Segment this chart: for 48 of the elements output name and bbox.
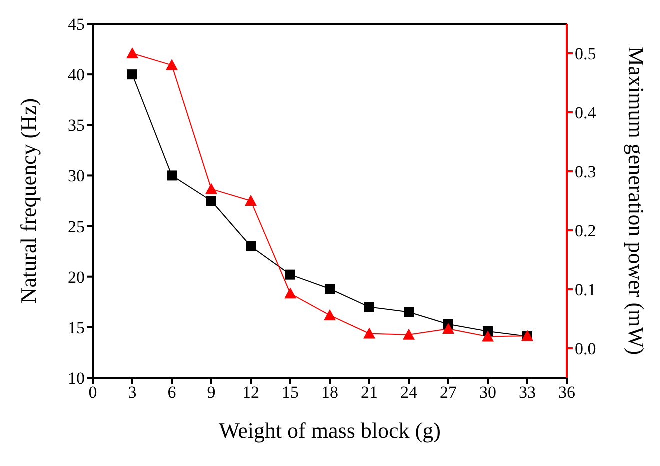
point <box>364 302 374 312</box>
x-tick-label: 3 <box>128 383 137 402</box>
point <box>166 59 178 70</box>
point <box>284 288 296 299</box>
point <box>286 270 296 280</box>
y-tick-label: 40 <box>68 66 85 85</box>
y-axis-title: Natural frequency (Hz) <box>16 98 41 304</box>
x-tick-label: 12 <box>242 383 260 402</box>
x-tick-label: 27 <box>440 383 458 402</box>
y2-tick-label: 0.3 <box>575 162 596 182</box>
point <box>324 309 336 320</box>
point <box>403 328 415 340</box>
x-tick-label: 36 <box>558 383 576 402</box>
y-tick-label: 45 <box>68 15 85 34</box>
y2-tick-label: 0.0 <box>575 340 596 359</box>
point <box>126 48 138 58</box>
y2-tick-label: 0.4 <box>575 104 597 123</box>
point <box>167 170 177 181</box>
y2-tick-label: 0.2 <box>575 222 596 241</box>
y2-axis-title: Maximum generation power (mW) <box>624 46 650 356</box>
x-tick-label: 24 <box>400 383 418 402</box>
point <box>364 328 376 339</box>
point <box>246 242 256 252</box>
x-tick-label: 0 <box>88 383 98 402</box>
point <box>442 323 454 334</box>
x-axis-title: Weight of mass block (g) <box>219 418 441 443</box>
x-tick-label: 9 <box>207 383 216 402</box>
y2-tick-label: 0.5 <box>575 44 596 64</box>
x-tick-label: 18 <box>322 383 338 402</box>
x-tick-label: 21 <box>361 383 378 402</box>
point <box>128 70 138 80</box>
y-tick-label: 20 <box>68 268 85 287</box>
x-tick-label: 30 <box>480 383 496 402</box>
y-tick-label: 25 <box>68 217 85 236</box>
y2-tick-label: 0.1 <box>575 280 596 300</box>
y-tick-label: 10 <box>68 369 85 388</box>
x-tick-label: 6 <box>168 383 176 402</box>
y-tick-label: 15 <box>68 318 85 338</box>
y-tick-label: 30 <box>68 166 85 186</box>
x-tick-label: 15 <box>282 383 299 402</box>
point <box>206 183 218 194</box>
point <box>482 330 494 342</box>
x-tick-label: 33 <box>519 383 536 402</box>
point <box>325 284 335 294</box>
y-tick-label: 35 <box>68 116 85 136</box>
point <box>206 196 216 206</box>
point <box>404 307 414 318</box>
point <box>245 195 257 206</box>
